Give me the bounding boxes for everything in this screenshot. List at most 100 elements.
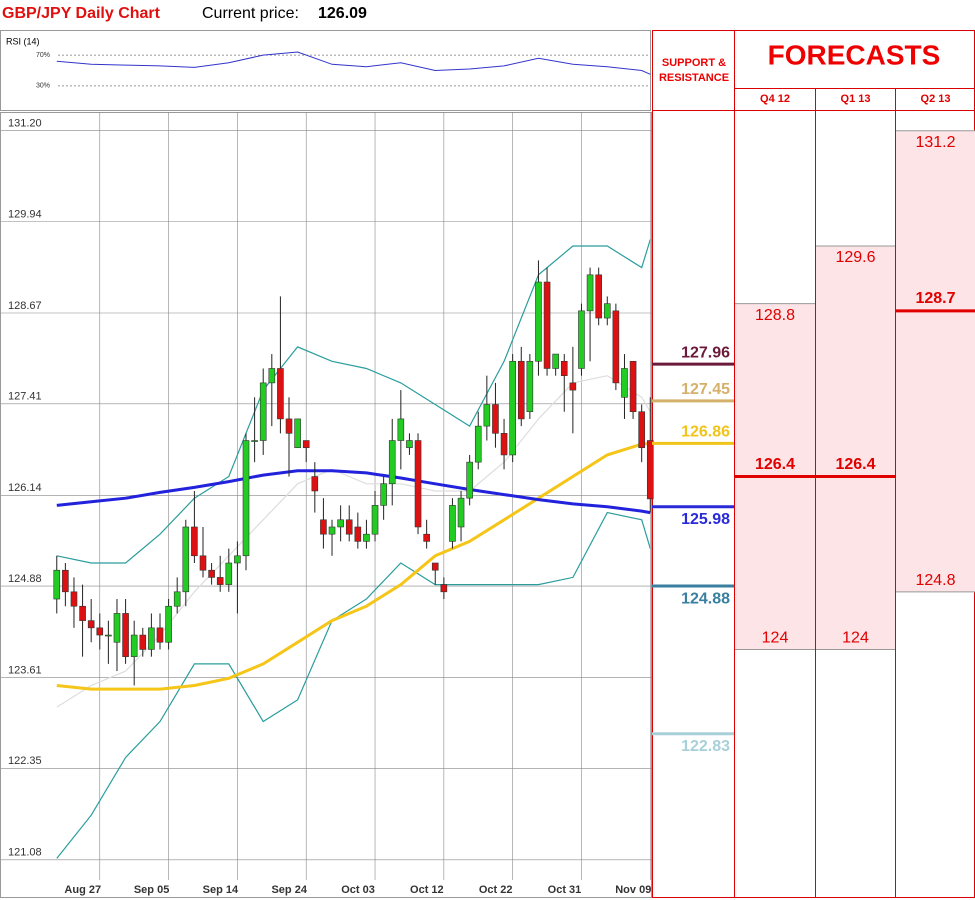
candle-body	[79, 605, 86, 621]
price-caption: Current price:	[202, 5, 299, 22]
forecast-high: 129.6	[835, 249, 875, 266]
period-label: Q4 12	[760, 93, 790, 105]
y-tick-label: 131.20	[8, 118, 42, 130]
candle-body	[251, 440, 258, 442]
candle-body	[363, 533, 370, 542]
indicator-line	[56, 511, 651, 859]
candle-body	[569, 382, 577, 391]
candle-body	[509, 360, 516, 456]
y-tick-label: 123.61	[8, 664, 42, 676]
sr-title: SUPPORT & RESISTANCE	[658, 57, 730, 84]
candle-body	[216, 577, 224, 585]
candle-body	[492, 404, 499, 434]
candle-body	[380, 483, 387, 506]
forecast-mid-label: 128.7	[915, 290, 955, 307]
candle-body	[302, 440, 310, 449]
y-tick-label: 124.88	[8, 573, 42, 585]
forecast-range	[896, 130, 975, 592]
candle-body	[259, 382, 267, 441]
candle-body	[423, 533, 430, 542]
candle-body	[483, 404, 491, 427]
candle-body	[311, 476, 319, 492]
y-tick-label: 121.08	[8, 847, 42, 859]
y-tick-label: 127.41	[8, 391, 42, 403]
rsi-title: RSI (14)	[6, 36, 40, 46]
price-panel	[0, 112, 652, 898]
candle-body	[500, 433, 508, 456]
candle-body	[586, 274, 594, 312]
sr-label: 122.83	[681, 738, 730, 755]
candle-body	[268, 368, 276, 384]
candle-body	[440, 584, 448, 593]
candle-body	[388, 440, 396, 485]
x-tick-label: Aug 27	[64, 884, 101, 896]
candle-body	[165, 605, 172, 643]
rsi-line	[56, 51, 651, 75]
candle-body	[345, 519, 353, 535]
period-label: Q2 13	[921, 93, 951, 105]
candle-body	[603, 303, 611, 319]
current-price: 126.09	[318, 5, 367, 22]
candle-body	[87, 620, 95, 629]
forecast-high: 131.2	[915, 134, 955, 151]
x-tick-label: Oct 03	[341, 884, 375, 896]
period-label: Q1 13	[841, 93, 871, 105]
candle-body	[560, 360, 568, 376]
candle-body	[294, 418, 301, 449]
indicator-line	[56, 441, 651, 691]
sr-label: 124.88	[681, 590, 730, 607]
candle-body	[130, 634, 138, 657]
candle-body	[53, 569, 61, 600]
candle-body	[337, 519, 344, 528]
candle-body	[354, 526, 362, 542]
rsi-tick-label: 30%	[36, 83, 50, 90]
sr-label: 126.86	[681, 424, 730, 441]
x-tick-label: Oct 22	[479, 884, 513, 896]
forecast-title: FORECASTS	[768, 39, 941, 70]
candle-body	[328, 526, 336, 535]
candle-body	[517, 360, 525, 420]
candle-body	[449, 505, 456, 542]
candle-body	[371, 505, 379, 535]
y-tick-label: 129.94	[8, 208, 42, 220]
candle-body	[113, 613, 121, 643]
candle-body	[621, 368, 628, 398]
candle-body	[638, 411, 645, 449]
forecast-high: 128.8	[755, 307, 795, 324]
forecast-low: 124.8	[915, 572, 955, 589]
candle-body	[646, 440, 654, 500]
candle-body	[191, 526, 198, 557]
candle-body	[277, 368, 284, 420]
forecast-low: 124	[762, 630, 789, 647]
candle-body	[406, 440, 413, 449]
candle-body	[208, 569, 215, 578]
chart-title: GBP/JPY Daily Chart	[2, 5, 161, 22]
x-tick-label: Sep 05	[134, 884, 169, 896]
candle-body	[139, 634, 147, 650]
candle-body	[466, 461, 473, 499]
candle-body	[122, 613, 129, 657]
indicator-line	[56, 239, 651, 564]
indicator-line	[56, 469, 651, 515]
candle-body	[612, 310, 620, 384]
forecast-range	[816, 246, 895, 650]
candle-body	[173, 591, 181, 607]
y-tick-label: 126.14	[8, 482, 42, 494]
x-tick-label: Oct 12	[410, 884, 444, 896]
candle-body	[526, 360, 534, 413]
y-tick-label: 122.35	[8, 755, 42, 767]
forecast-mid-label: 126.4	[755, 456, 795, 473]
candle-body	[225, 562, 233, 585]
candle-body	[70, 591, 78, 607]
candle-body	[285, 418, 293, 434]
candle-body	[474, 425, 482, 463]
candle-body	[62, 569, 69, 593]
candle-body	[595, 274, 602, 319]
candle-body	[234, 555, 241, 564]
candle-body	[629, 360, 637, 413]
rsi-tick-label: 70%	[36, 52, 50, 59]
x-tick-label: Oct 31	[548, 884, 582, 896]
candle-body	[535, 281, 542, 362]
sr-label: 127.96	[681, 344, 730, 361]
